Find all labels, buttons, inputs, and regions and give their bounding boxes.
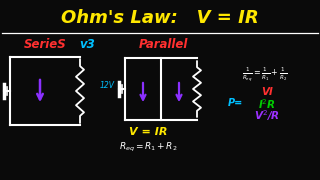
Text: V = IR: V = IR: [129, 127, 167, 137]
Text: Parallel: Parallel: [138, 37, 188, 51]
Text: 12V: 12V: [100, 80, 115, 89]
Text: SerieS: SerieS: [24, 37, 66, 51]
Text: V$^2$/R: V$^2$/R: [254, 109, 280, 123]
Text: v3: v3: [79, 37, 95, 51]
Text: I$^2$R: I$^2$R: [258, 97, 276, 111]
Text: $\frac{1}{R_{eq}}=\frac{1}{R_1}+\frac{1}{R_2}$: $\frac{1}{R_{eq}}=\frac{1}{R_1}+\frac{1}…: [242, 66, 288, 84]
Text: VI: VI: [261, 87, 273, 97]
Text: Ohm's Law:   V = IR: Ohm's Law: V = IR: [61, 9, 259, 27]
Text: $R_{eq}=R_1+R_2$: $R_{eq}=R_1+R_2$: [119, 140, 177, 154]
Text: P=: P=: [228, 98, 243, 108]
